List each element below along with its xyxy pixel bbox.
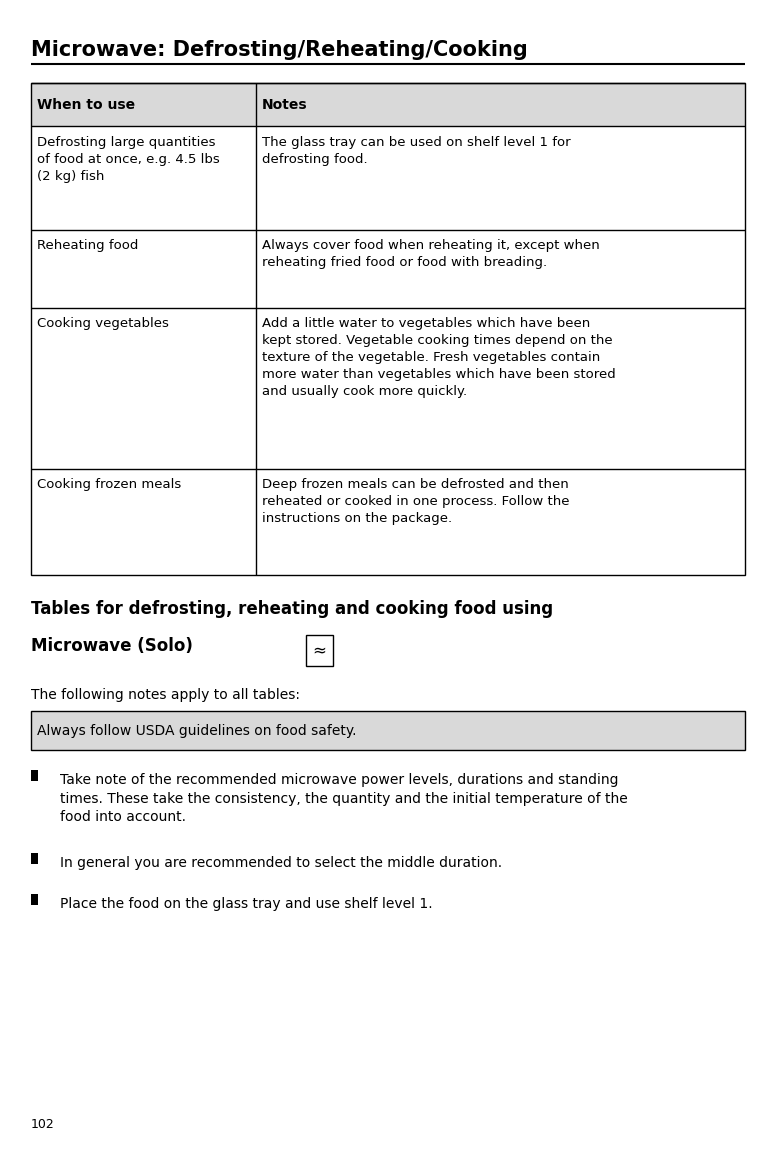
- Bar: [31, 853, 38, 864]
- Text: When to use: When to use: [37, 98, 135, 111]
- FancyBboxPatch shape: [306, 635, 333, 666]
- Text: Add a little water to vegetables which have been
kept stored. Vegetable cooking : Add a little water to vegetables which h…: [262, 317, 616, 398]
- Text: Microwave (Solo): Microwave (Solo): [31, 637, 198, 655]
- Text: Deep frozen meals can be defrosted and then
reheated or cooked in one process. F: Deep frozen meals can be defrosted and t…: [262, 478, 569, 525]
- Text: Cooking frozen meals: Cooking frozen meals: [37, 478, 181, 491]
- Text: Place the food on the glass tray and use shelf level 1.: Place the food on the glass tray and use…: [60, 897, 432, 911]
- Text: Defrosting large quantities
of food at once, e.g. 4.5 lbs
(2 kg) fish: Defrosting large quantities of food at o…: [37, 136, 220, 183]
- Text: Microwave: Defrosting/Reheating/Cooking: Microwave: Defrosting/Reheating/Cooking: [31, 40, 528, 60]
- Text: In general you are recommended to select the middle duration.: In general you are recommended to select…: [60, 856, 502, 870]
- Bar: [31, 711, 745, 750]
- Text: Tables for defrosting, reheating and cooking food using: Tables for defrosting, reheating and coo…: [31, 600, 553, 618]
- Text: The following notes apply to all tables:: The following notes apply to all tables:: [31, 688, 300, 702]
- Text: Notes: Notes: [262, 98, 307, 111]
- Bar: [31, 83, 745, 574]
- Text: Always cover food when reheating it, except when
reheating fried food or food wi: Always cover food when reheating it, exc…: [262, 239, 600, 269]
- Text: Cooking vegetables: Cooking vegetables: [37, 317, 169, 330]
- Text: Always follow USDA guidelines on food safety.: Always follow USDA guidelines on food sa…: [37, 724, 356, 738]
- Bar: [31, 83, 745, 126]
- Text: The glass tray can be used on shelf level 1 for
defrosting food.: The glass tray can be used on shelf leve…: [262, 136, 571, 165]
- Text: Take note of the recommended microwave power levels, durations and standing
time: Take note of the recommended microwave p…: [60, 773, 627, 824]
- Bar: [31, 770, 38, 781]
- Text: 102: 102: [31, 1118, 55, 1131]
- Text: ≈: ≈: [313, 642, 326, 660]
- Text: Reheating food: Reheating food: [37, 239, 138, 252]
- Bar: [31, 894, 38, 905]
